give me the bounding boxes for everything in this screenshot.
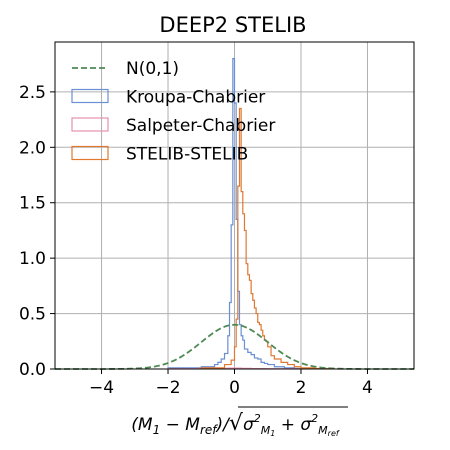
y-tick-label-2: 1.0: [19, 249, 46, 269]
y-tick-label-3: 1.5: [19, 194, 46, 214]
legend-label-kroupa-chabrier: Kroupa-Chabrier: [126, 88, 265, 108]
y-tick-label-1: 0.5: [19, 305, 46, 325]
legend-swatch-kroupa-chabrier: [71, 88, 109, 104]
legend: N(0,1) Kroupa-Chabrier Salpeter-Chabrier ST…: [71, 59, 275, 165]
legend-label-n-0-1: N(0,1): [126, 59, 179, 79]
y-tick-label-5: 2.5: [19, 83, 46, 103]
chart-title: DEEP2 STELIB: [159, 13, 306, 37]
y-tick-label-0: 0.0: [19, 360, 46, 380]
series-kroupa-chabrier: [167, 58, 335, 370]
x-axis-label: (M1 − Mref)/√σ2M1 + σ2Mref: [131, 411, 340, 438]
legend-label-stelib-stelib: STELIB-STELIB: [126, 145, 248, 165]
legend-swatch-stelib-stelib: [71, 145, 109, 161]
legend-swatch-salpeter-chabrier: [71, 117, 109, 132]
ticks: −4 −2 0 2 4 0.0 0.5 1.0 1.5 2.0 2.5: [19, 83, 373, 398]
x-tick-label-0: −4: [89, 378, 114, 398]
series-stelib-stelib: [200, 107, 335, 370]
legend-label-salpeter-chabrier: Salpeter-Chabrier: [126, 116, 275, 136]
x-tick-label-1: −2: [155, 378, 180, 398]
x-tick-label-2: 0: [229, 378, 240, 398]
y-tick-label-4: 2.0: [19, 138, 46, 158]
x-tick-label-4: 4: [362, 378, 373, 398]
x-tick-label-3: 2: [296, 378, 307, 398]
